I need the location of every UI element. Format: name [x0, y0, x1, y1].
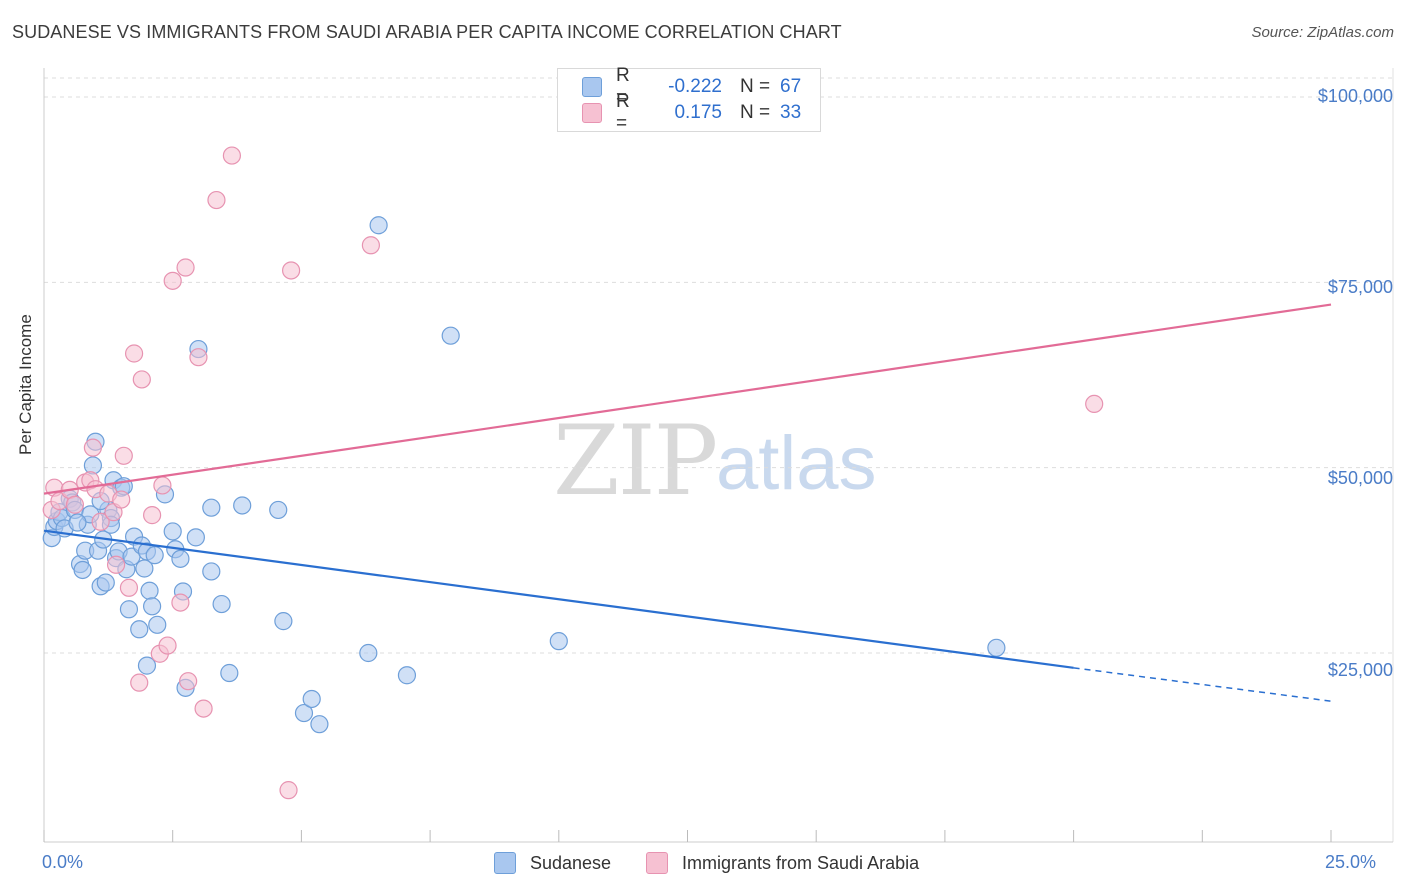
- data-point-saudi: [114, 446, 133, 465]
- trend-line-sudanese-extrapolated: [1073, 667, 1332, 702]
- data-point-sudanese: [220, 663, 239, 683]
- data-point-sudanese: [987, 638, 1006, 657]
- data-point-sudanese: [130, 620, 149, 639]
- data-point-sudanese: [274, 612, 293, 631]
- data-point-sudanese: [549, 632, 568, 651]
- data-point-sudanese: [369, 216, 388, 235]
- data-point-sudanese: [302, 689, 321, 709]
- legend-r-value: 0.175: [674, 102, 722, 123]
- x-tick-label-min: 0.0%: [42, 852, 84, 872]
- data-point-sudanese: [441, 326, 460, 345]
- source-credit: Source: ZipAtlas.com: [1251, 24, 1394, 41]
- data-point-sudanese: [96, 573, 115, 592]
- legend-row-sudanese: R = -0.222 N = 67: [582, 65, 802, 108]
- data-point-sudanese: [145, 546, 164, 565]
- trend-line-sudanese: [43, 529, 1074, 669]
- y-tick-label: $25,000: [1327, 660, 1393, 680]
- data-point-saudi: [179, 672, 198, 691]
- data-point-sudanese: [310, 715, 329, 734]
- bottom-legend-label: Immigrants from Saudi Arabia: [682, 852, 920, 873]
- data-point-saudi: [1085, 394, 1104, 414]
- legend-swatch-pink: [582, 103, 602, 123]
- data-point-sudanese: [202, 562, 221, 581]
- bottom-legend-swatch-pink: [646, 852, 668, 874]
- data-point-sudanese: [212, 594, 231, 614]
- data-point-saudi: [143, 506, 162, 525]
- bottom-legend-swatch-blue: [494, 852, 516, 874]
- trend-line-saudi: [43, 303, 1332, 495]
- data-point-saudi: [176, 258, 195, 277]
- legend-n-label: N =: [740, 76, 771, 97]
- legend-swatch-blue: [582, 77, 602, 97]
- y-tick-label: $75,000: [1327, 277, 1393, 297]
- data-point-saudi: [171, 593, 190, 612]
- data-point-sudanese: [269, 500, 288, 520]
- y-tick-label: $100,000: [1317, 86, 1393, 106]
- legend-r-value: -0.222: [668, 76, 722, 97]
- data-point-saudi: [222, 146, 242, 165]
- data-point-saudi: [361, 236, 380, 255]
- data-point-sudanese: [68, 513, 87, 532]
- data-point-saudi: [194, 699, 213, 718]
- bottom-legend-label: Sudanese: [530, 852, 612, 873]
- data-point-sudanese: [202, 498, 221, 517]
- data-point-sudanese: [73, 560, 92, 580]
- data-point-sudanese: [119, 600, 139, 619]
- bottom-legend-saudi[interactable]: Immigrants from Saudi Arabia: [646, 852, 919, 874]
- data-point-sudanese: [83, 456, 103, 475]
- bottom-legend-sudanese[interactable]: Sudanese: [494, 852, 611, 874]
- legend-r-label: R =: [616, 65, 630, 108]
- data-point-saudi: [112, 490, 131, 509]
- data-point-sudanese: [140, 581, 159, 600]
- data-point-saudi: [106, 555, 126, 574]
- legend-n-value: 33: [780, 102, 802, 123]
- data-point-saudi: [279, 781, 298, 800]
- data-point-saudi: [65, 495, 84, 514]
- y-axis-label: Per Capita Income: [16, 314, 35, 455]
- data-point-saudi: [158, 636, 177, 655]
- y-tick-label: $50,000: [1327, 468, 1393, 488]
- data-point-sudanese: [143, 597, 162, 616]
- legend-n-label: N =: [740, 102, 771, 123]
- data-point-sudanese: [171, 549, 190, 568]
- data-point-sudanese: [137, 656, 157, 675]
- data-point-saudi: [189, 348, 208, 367]
- data-point-sudanese: [359, 643, 378, 663]
- correlation-legend: R = -0.222 N = 67 R = 0.175 N = 33: [557, 65, 821, 134]
- data-point-saudi: [132, 370, 151, 389]
- data-point-saudi: [119, 578, 139, 597]
- data-point-saudi: [83, 438, 103, 457]
- data-point-saudi: [153, 476, 172, 495]
- watermark-atlas: atlas: [716, 421, 877, 506]
- x-tick-label-max: 25.0%: [1325, 852, 1377, 872]
- data-point-sudanese: [148, 615, 167, 634]
- data-point-saudi: [163, 271, 182, 290]
- legend-r-label: R =: [616, 91, 630, 134]
- data-point-sudanese: [233, 496, 252, 515]
- data-point-saudi: [124, 344, 144, 363]
- data-point-sudanese: [397, 666, 417, 685]
- watermark-zip: ZIP: [553, 405, 718, 517]
- data-point-saudi: [282, 261, 301, 280]
- data-point-sudanese: [294, 703, 314, 723]
- data-point-sudanese: [163, 522, 182, 541]
- data-point-saudi: [130, 673, 149, 692]
- data-point-saudi: [91, 512, 110, 531]
- data-point-saudi: [207, 190, 226, 210]
- chart-title: SUDANESE VS IMMIGRANTS FROM SAUDI ARABIA…: [12, 22, 842, 42]
- legend-n-value: 67: [780, 76, 802, 97]
- legend-row-saudi: R = 0.175 N = 33: [582, 91, 802, 134]
- data-point-sudanese: [186, 528, 205, 547]
